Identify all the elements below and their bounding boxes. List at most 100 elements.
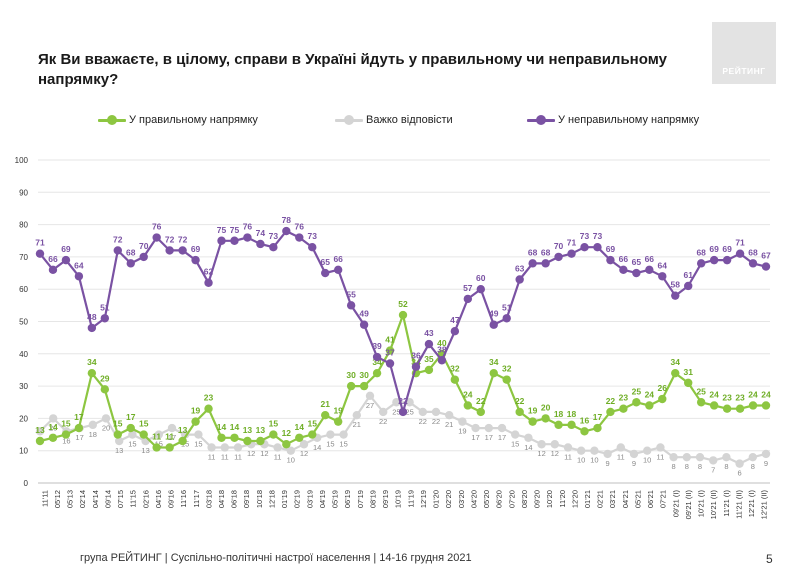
data-point (643, 446, 652, 455)
data-point (709, 401, 719, 410)
data-label: 14 (48, 422, 58, 432)
data-point (606, 407, 615, 417)
data-point (489, 368, 498, 378)
y-tick-label: 20 (19, 414, 28, 423)
data-label: 71 (35, 238, 45, 248)
data-label: 16 (62, 436, 70, 445)
data-label: 19 (458, 427, 466, 436)
x-tick-label: 10'19 (394, 490, 403, 508)
x-tick-label: 11'21 (II) (734, 490, 743, 519)
data-point (669, 452, 678, 462)
x-tick-label: 12'20 (570, 490, 579, 508)
data-point (128, 430, 137, 439)
data-label: 12 (551, 449, 559, 458)
x-tick-label: 08'20 (520, 490, 529, 508)
data-label: 13 (141, 446, 149, 455)
data-label: 8 (751, 462, 755, 471)
data-point (684, 281, 693, 291)
data-label: 10 (643, 456, 651, 465)
data-label: 11 (165, 431, 174, 441)
data-point (346, 381, 356, 391)
data-label: 13 (178, 425, 188, 435)
data-point (282, 226, 291, 236)
data-label: 39 (372, 341, 382, 351)
data-label: 24 (709, 389, 719, 399)
data-point (515, 407, 524, 417)
data-label: 24 (761, 389, 771, 399)
data-point (580, 243, 589, 252)
data-point (537, 440, 546, 449)
y-tick-label: 90 (19, 188, 28, 197)
data-label: 11 (221, 452, 229, 461)
data-point (152, 443, 161, 452)
data-point (113, 246, 122, 255)
data-label: 75 (230, 225, 240, 235)
legend-label-hard-to-answer: Важко відповісти (366, 114, 453, 126)
legend-item-wrong-direction: У неправильному напрямку (527, 114, 699, 126)
data-label: 63 (515, 264, 525, 274)
data-label: 76 (152, 222, 162, 232)
data-label: 66 (619, 254, 629, 264)
data-point (217, 236, 226, 245)
data-label: 64 (74, 260, 84, 270)
data-point (632, 268, 641, 278)
x-tick-label: 07'15 (116, 490, 125, 508)
data-label: 31 (683, 367, 693, 377)
data-label: 11 (657, 452, 665, 461)
x-tick-label: 10'18 (255, 490, 264, 508)
data-label: 32 (450, 364, 460, 374)
x-tick-label: 04'19 (318, 490, 327, 508)
data-point (48, 265, 58, 275)
x-tick-label: 06'19 (343, 490, 352, 508)
data-point (398, 407, 408, 417)
x-tick-label: 03'19 (305, 490, 314, 508)
data-point (243, 233, 252, 242)
data-point (696, 398, 706, 407)
data-label: 70 (139, 241, 149, 251)
data-label: 38 (437, 344, 447, 354)
data-label: 69 (709, 244, 719, 254)
data-label: 73 (269, 231, 279, 241)
data-point (100, 385, 110, 394)
y-tick-label: 80 (19, 221, 28, 230)
data-label: 49 (489, 309, 499, 319)
data-point (269, 243, 278, 252)
legend-swatch-grey (335, 115, 363, 125)
data-label: 72 (178, 234, 188, 244)
data-label: 41 (385, 335, 395, 345)
data-label: 14 (295, 422, 305, 432)
y-tick-label: 0 (24, 479, 29, 488)
data-label: 34 (87, 357, 97, 367)
data-label: 13 (243, 425, 253, 435)
data-point (476, 285, 485, 294)
data-label: 12 (247, 449, 255, 458)
data-label: 15 (269, 419, 279, 429)
data-point (282, 440, 291, 449)
data-label: 25 (696, 386, 706, 396)
data-point (682, 452, 691, 462)
data-point (204, 278, 213, 287)
data-point (580, 427, 589, 436)
data-label: 12 (282, 428, 292, 438)
data-label: 21 (320, 399, 330, 409)
y-tick-label: 70 (19, 253, 28, 262)
data-point (735, 249, 745, 258)
data-label: 71 (567, 238, 577, 248)
data-point (593, 243, 602, 252)
data-point (515, 275, 524, 284)
data-label: 72 (113, 234, 123, 244)
x-tick-label: 11'19 (406, 490, 415, 508)
data-label: 43 (424, 328, 434, 338)
data-label: 13 (256, 425, 266, 435)
x-tick-label: 08'19 (368, 490, 377, 508)
data-label: 11 (152, 431, 161, 441)
data-label: 12 (300, 449, 308, 458)
data-point (645, 265, 654, 275)
data-label: 74 (256, 228, 266, 238)
data-point (61, 255, 71, 265)
x-tick-label: 09'19 (381, 490, 390, 508)
data-point (722, 404, 732, 413)
data-label: 68 (748, 247, 758, 257)
data-label: 15 (339, 440, 347, 449)
x-tick-label: 02'14 (78, 490, 87, 508)
